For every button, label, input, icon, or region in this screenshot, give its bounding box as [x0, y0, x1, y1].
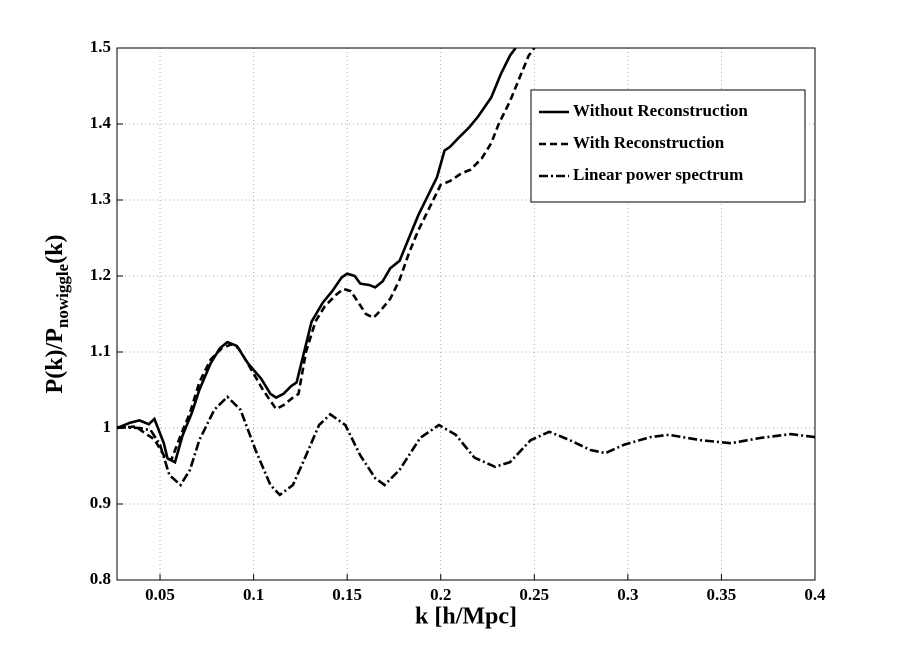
- y-tick-label: 1.1: [90, 341, 111, 360]
- legend-label: Without Reconstruction: [573, 101, 748, 120]
- y-tick-label: 1.5: [90, 37, 111, 56]
- y-label-tail: (k): [42, 235, 68, 264]
- legend-box: [530, 89, 806, 203]
- y-tick-label: 0.8: [90, 569, 111, 588]
- x-tick-label: 0.15: [332, 585, 362, 604]
- y-tick-label: 1.4: [90, 113, 112, 132]
- x-tick-label: 0.3: [617, 585, 638, 604]
- x-tick-label: 0.4: [804, 585, 826, 604]
- y-tick-label: 1.2: [90, 265, 111, 284]
- y-tick-label: 1: [103, 417, 112, 436]
- x-tick-label: 0.35: [707, 585, 737, 604]
- x-tick-label: 0.2: [430, 585, 451, 604]
- plot-frame: [116, 47, 816, 581]
- legend-label: Linear power spectrum: [573, 165, 743, 184]
- data-line: [117, 48, 536, 462]
- y-tick-label: 0.9: [90, 493, 111, 512]
- x-axis-label: k [h/Mpc]: [415, 604, 517, 630]
- legend-label: With Reconstruction: [573, 133, 725, 152]
- x-tick-label: 0.05: [145, 585, 175, 604]
- x-tick-label: 0.1: [243, 585, 264, 604]
- y-tick-label: 1.3: [90, 189, 111, 208]
- y-axis-label: P(k)/Pnowiggle(k): [42, 235, 72, 394]
- y-label-sub: nowiggle: [53, 263, 72, 328]
- x-tick-label: 0.25: [519, 585, 549, 604]
- data-line: [117, 394, 815, 497]
- data-line: [117, 48, 517, 465]
- y-label-main: P(k)/P: [42, 328, 68, 393]
